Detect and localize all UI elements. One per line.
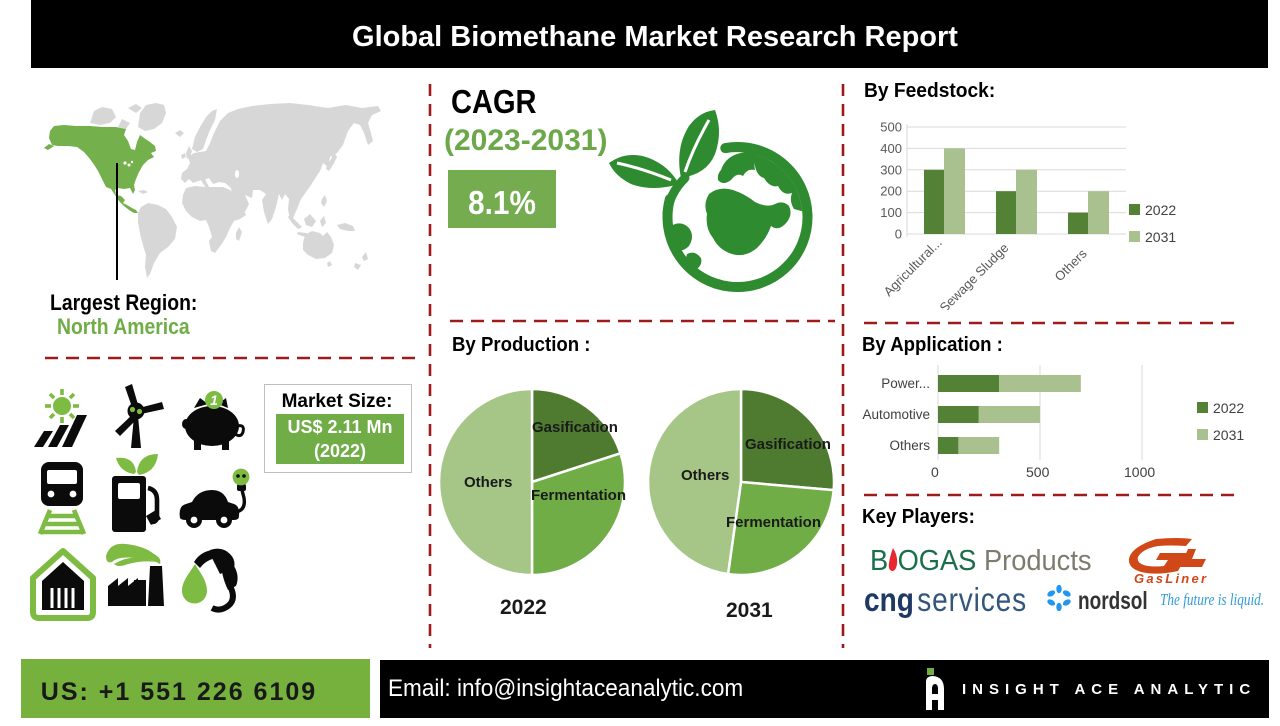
svg-text:300: 300	[880, 162, 902, 177]
svg-text:500: 500	[1026, 464, 1050, 480]
svg-text:Others: Others	[1052, 246, 1091, 285]
svg-text:2031: 2031	[1213, 427, 1244, 443]
svg-text:0: 0	[895, 227, 902, 242]
svg-text:Others: Others	[889, 438, 930, 453]
svg-text:0: 0	[931, 464, 939, 480]
svg-text:400: 400	[880, 141, 902, 156]
svg-text:1: 1	[210, 392, 218, 408]
svg-text:2022: 2022	[1213, 400, 1244, 416]
svg-text:Sewage Sludge: Sewage Sludge	[937, 240, 1012, 310]
svg-text:2031: 2031	[1145, 229, 1176, 245]
svg-text:GasLiner: GasLiner	[1134, 571, 1207, 585]
svg-text:Power...: Power...	[881, 376, 930, 391]
svg-text:2022: 2022	[1145, 202, 1176, 218]
svg-text:500: 500	[880, 120, 902, 135]
svg-text:200: 200	[880, 184, 902, 199]
svg-text:Automotive: Automotive	[862, 407, 930, 422]
svg-text:Agricultural...: Agricultural...	[881, 235, 945, 299]
svg-text:1000: 1000	[1124, 464, 1155, 480]
svg-text:100: 100	[880, 205, 902, 220]
